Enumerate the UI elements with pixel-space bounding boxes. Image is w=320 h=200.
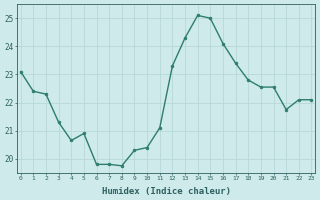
X-axis label: Humidex (Indice chaleur): Humidex (Indice chaleur) xyxy=(101,187,231,196)
